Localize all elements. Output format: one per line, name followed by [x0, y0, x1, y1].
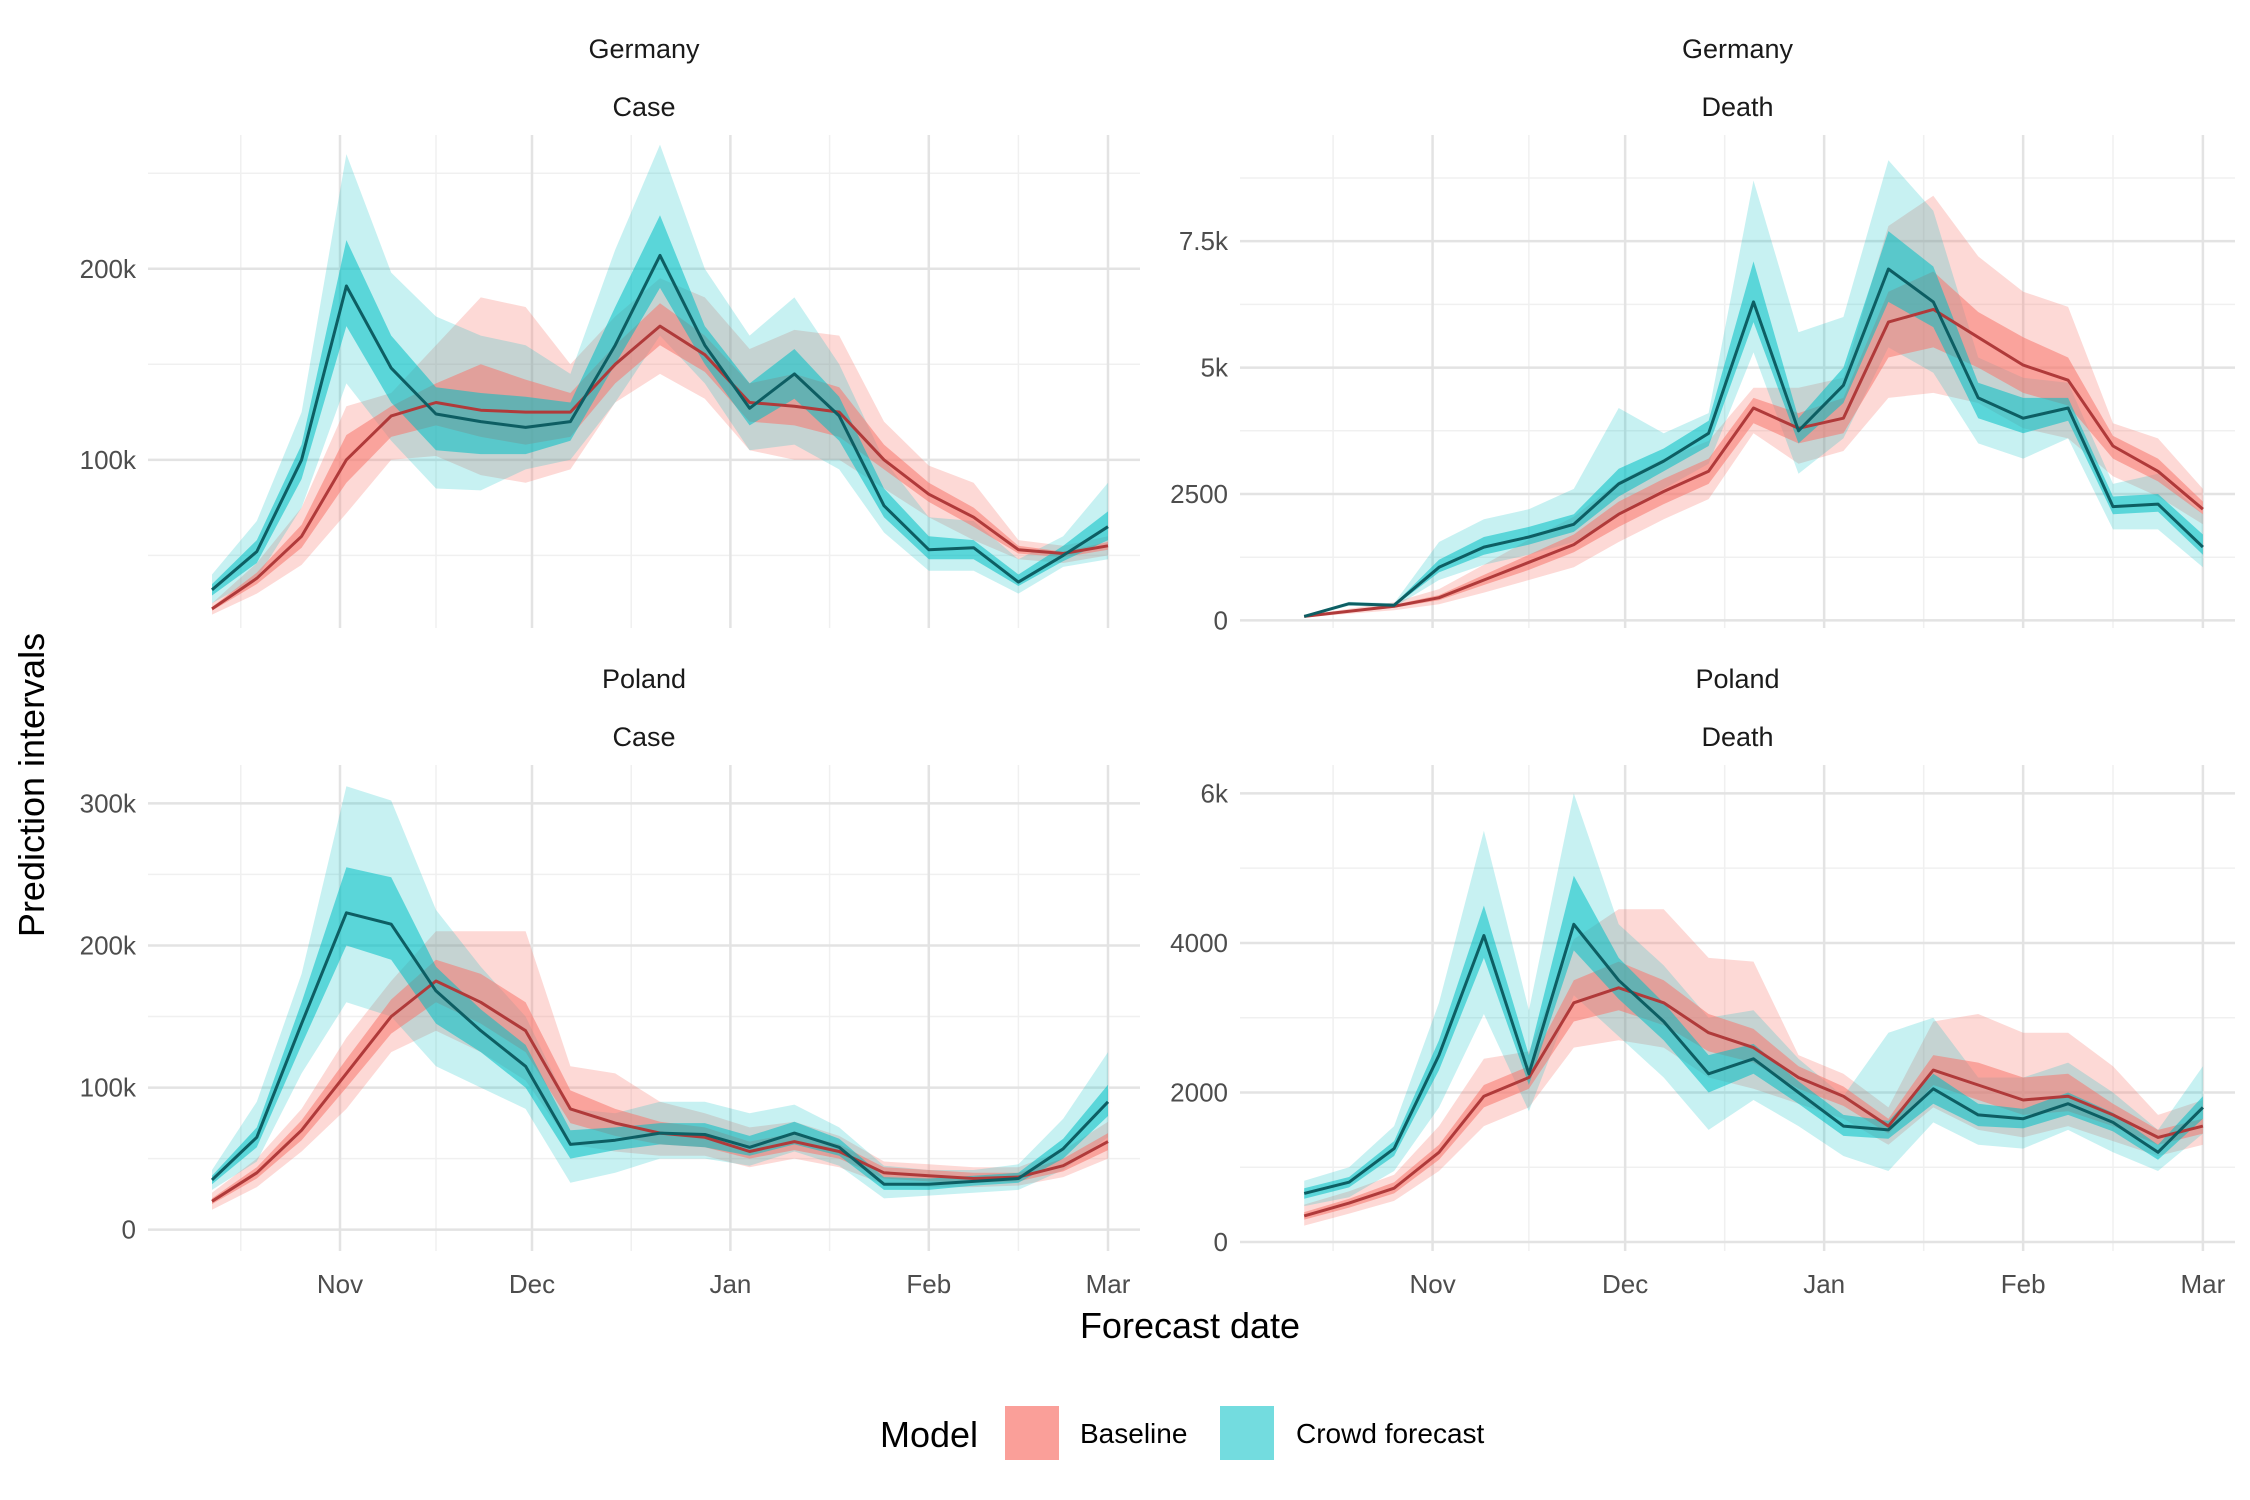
band-90-baseline — [212, 278, 1108, 615]
y-tick-label: 4000 — [1170, 928, 1228, 958]
band-50-crowd-forecast — [212, 215, 1108, 596]
strip-target: Case — [612, 92, 675, 122]
x-axis-title: Forecast date — [1080, 1305, 1300, 1346]
legend-label-crowd-forecast: Crowd forecast — [1296, 1418, 1485, 1449]
strip-location: Poland — [602, 664, 686, 694]
strip-target: Death — [1701, 92, 1773, 122]
x-tick-label: Feb — [906, 1269, 951, 1299]
y-axis-title: Prediction intervals — [11, 633, 52, 937]
strip-target: Case — [612, 722, 675, 752]
band-50-crowd-forecast — [1304, 875, 2203, 1199]
x-tick-label: Nov — [1409, 1269, 1455, 1299]
legend-key-crowd-forecast — [1220, 1406, 1274, 1460]
strip-location: Germany — [588, 34, 700, 64]
band-90-crowd-forecast — [212, 144, 1108, 604]
band-50-baseline — [1304, 271, 2203, 617]
band-50-baseline — [1304, 961, 2203, 1220]
median-line-crowd-forecast — [1303, 267, 2204, 618]
panel-germany-case: Germany Case 100k 200k — [80, 34, 1140, 628]
strip-target: Death — [1701, 722, 1773, 752]
band-90-crowd-forecast — [1304, 793, 2203, 1207]
x-tick-label: Nov — [317, 1269, 363, 1299]
median-line-baseline — [1304, 307, 2204, 618]
x-tick-label: Mar — [1086, 1269, 1131, 1299]
y-tick-label: 0 — [1214, 605, 1228, 635]
legend-key-baseline — [1005, 1406, 1059, 1460]
y-tick-label: 100k — [80, 445, 137, 475]
band-50-crowd-forecast — [1304, 231, 2203, 617]
y-tick-label: 0 — [122, 1215, 136, 1245]
band-90-crowd-forecast — [212, 786, 1108, 1199]
x-tick-label: Jan — [1803, 1269, 1845, 1299]
strip-location: Poland — [1695, 664, 1779, 694]
x-tick-label: Feb — [2001, 1269, 2046, 1299]
x-tick-label: Jan — [709, 1269, 751, 1299]
y-tick-label: 0 — [1214, 1227, 1228, 1257]
y-tick-label: 6k — [1201, 778, 1229, 808]
chart-panels: Germany Case 100k 200k Germany Death 0 2500 5k 7.… — [80, 34, 2235, 1299]
x-tick-label: Dec — [1602, 1269, 1648, 1299]
legend-title: Model — [880, 1414, 978, 1455]
panel-poland-death: Poland Death Nov Dec Jan Feb Mar 0 2000 4000 6k — [1170, 664, 2235, 1299]
strip-location: Germany — [1682, 34, 1794, 64]
band-50-crowd-forecast — [212, 867, 1108, 1190]
y-tick-label: 200k — [80, 930, 137, 960]
x-tick-label: Dec — [509, 1269, 555, 1299]
y-tick-label: 2500 — [1170, 479, 1228, 509]
y-tick-label: 200k — [80, 254, 137, 284]
median-line-crowd-forecast — [211, 253, 1109, 591]
y-tick-label: 5k — [1201, 353, 1229, 383]
y-tick-label: 100k — [80, 1073, 137, 1103]
median-line-crowd-forecast — [1303, 922, 2204, 1195]
median-line-baseline — [211, 324, 1109, 611]
legend-label-baseline: Baseline — [1080, 1418, 1187, 1449]
x-tick-label: Mar — [2181, 1269, 2226, 1299]
median-line-baseline — [1303, 986, 2204, 1218]
panel-germany-death: Germany Death 0 2500 5k 7.5k — [1170, 34, 2235, 635]
median-line-crowd-forecast — [210, 911, 1110, 1186]
y-tick-label: 2000 — [1170, 1077, 1228, 1107]
legend: Model Baseline Crowd forecast — [880, 1406, 1485, 1460]
y-tick-label: 7.5k — [1179, 226, 1229, 256]
y-tick-label: 300k — [80, 788, 137, 818]
panel-poland-case: Poland Case Nov Dec Jan Feb Mar 0 100k 200k 300k — [80, 664, 1140, 1299]
